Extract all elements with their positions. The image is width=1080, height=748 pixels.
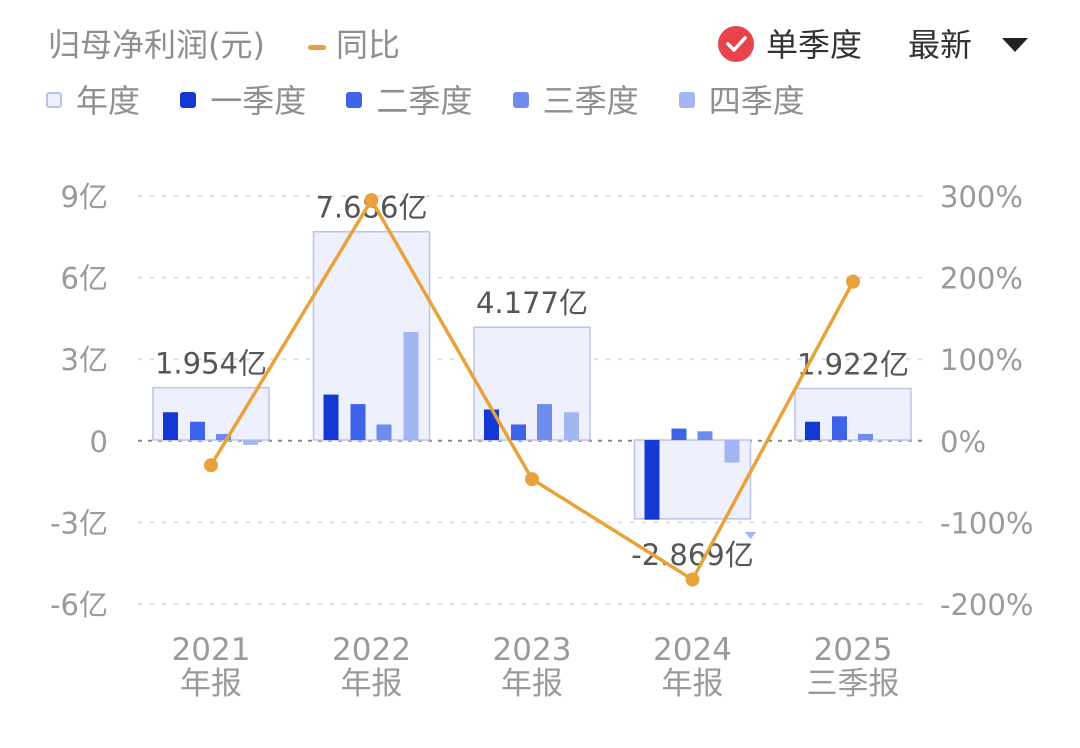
- chart-header: 归母净利润(元) 同比 单季度 最新 年度 一季度 二季度 三季度 四季度: [0, 0, 1080, 130]
- x-tick-label-year: 2023: [493, 632, 572, 668]
- y-left-tick-label: 9亿: [61, 180, 108, 214]
- annual-value-label: -2.869亿: [631, 538, 754, 572]
- legend-swatch-q1-icon: [180, 92, 197, 108]
- legend-item-yoy[interactable]: 同比: [308, 20, 400, 66]
- legend-item-q1[interactable]: 一季度: [180, 76, 306, 122]
- yoy-point: [525, 472, 539, 487]
- latest-label: 最新: [908, 26, 973, 64]
- x-tick-label-period: 年报: [501, 666, 563, 702]
- legend-row: 年度 一季度 二季度 三季度 四季度: [46, 76, 835, 122]
- y-right-tick-label: 200%: [940, 262, 1023, 296]
- x-tick-label-period: 年报: [180, 666, 242, 702]
- yoy-point: [204, 458, 218, 473]
- legend-swatch-q2-icon: [346, 92, 363, 108]
- y-right-tick-label: 300%: [940, 180, 1023, 214]
- single-quarter-label: 单季度: [766, 26, 863, 64]
- yoy-point: [364, 193, 379, 208]
- quarter-bar-q4: [564, 412, 579, 440]
- annual-value-label: 4.177亿: [476, 286, 588, 320]
- y-left-tick-label: -6亿: [50, 588, 108, 622]
- y-left-tick-label: 3亿: [61, 343, 108, 377]
- y-left-tick-label: 0: [90, 425, 108, 459]
- quarter-bar-q3: [537, 404, 552, 440]
- negative-marker-icon: [744, 531, 757, 539]
- quarter-bar-q3: [216, 434, 231, 440]
- legend-label-q4: 四季度: [708, 82, 805, 120]
- y-left-tick-label: -3亿: [50, 506, 108, 540]
- quarter-bar-q3: [858, 434, 873, 440]
- quarter-bar-q4: [403, 332, 419, 440]
- quarter-bar-q1: [484, 409, 499, 440]
- x-tick-label-year: 2021: [172, 632, 251, 668]
- quarter-bar-q2: [350, 404, 366, 440]
- legend-item-q2[interactable]: 二季度: [346, 76, 472, 122]
- line-swatch-icon: [308, 44, 326, 50]
- legend-label-annual: 年度: [76, 82, 141, 120]
- x-tick-label-year: 2025: [814, 632, 893, 668]
- x-tick-label-year: 2022: [332, 632, 411, 668]
- checkmark-icon: [718, 26, 754, 62]
- x-tick-label-period: 年报: [662, 666, 724, 702]
- y-right-tick-label: -200%: [940, 588, 1033, 622]
- yoy-point: [846, 274, 860, 289]
- y-right-tick-label: 0%: [940, 425, 986, 459]
- legend-item-q3[interactable]: 三季度: [512, 76, 639, 122]
- y-left-tick-label: 6亿: [61, 262, 108, 296]
- quarter-bar-q4: [243, 440, 258, 445]
- legend-label-q3: 三季度: [542, 82, 639, 120]
- yoy-point: [685, 572, 700, 587]
- legend-item-annual[interactable]: 年度: [46, 76, 140, 122]
- x-tick-label-period: 年报: [341, 666, 403, 702]
- annual-value-label: 1.954亿: [155, 347, 267, 381]
- quarter-bar-q2: [671, 428, 687, 440]
- y-right-tick-label: -100%: [940, 506, 1033, 540]
- quarter-bar-q2: [511, 424, 526, 440]
- quarter-bar-q2: [832, 416, 847, 440]
- legend-swatch-q3-icon: [512, 92, 529, 108]
- legend-label-yoy: 同比: [336, 26, 401, 64]
- legend-swatch-q4-icon: [678, 92, 695, 108]
- dropdown-caret-icon: [1002, 38, 1029, 52]
- legend-item-q4[interactable]: 四季度: [678, 76, 805, 122]
- quarter-bar-q1: [644, 440, 660, 520]
- quarter-bar-q3: [697, 431, 713, 440]
- legend-label-q1: 一季度: [210, 82, 307, 120]
- legend-swatch-annual-icon: [46, 92, 62, 108]
- x-tick-label-period: 三季报: [807, 666, 900, 702]
- quarter-bar-q4: [724, 440, 740, 463]
- quarter-bar-q1: [805, 421, 820, 440]
- quarter-bar-q3: [376, 424, 392, 440]
- quarter-bar-q1: [163, 412, 178, 440]
- y-right-tick-label: 100%: [940, 343, 1023, 377]
- quarter-bar-q1: [323, 394, 339, 440]
- single-quarter-toggle[interactable]: 单季度: [718, 20, 862, 66]
- quarter-bar-q2: [190, 421, 205, 440]
- chart-title: 归母净利润(元): [48, 26, 265, 64]
- latest-dropdown[interactable]: 最新: [908, 20, 1029, 66]
- legend-label-q2: 二季度: [376, 82, 473, 120]
- x-tick-label-year: 2024: [653, 632, 732, 668]
